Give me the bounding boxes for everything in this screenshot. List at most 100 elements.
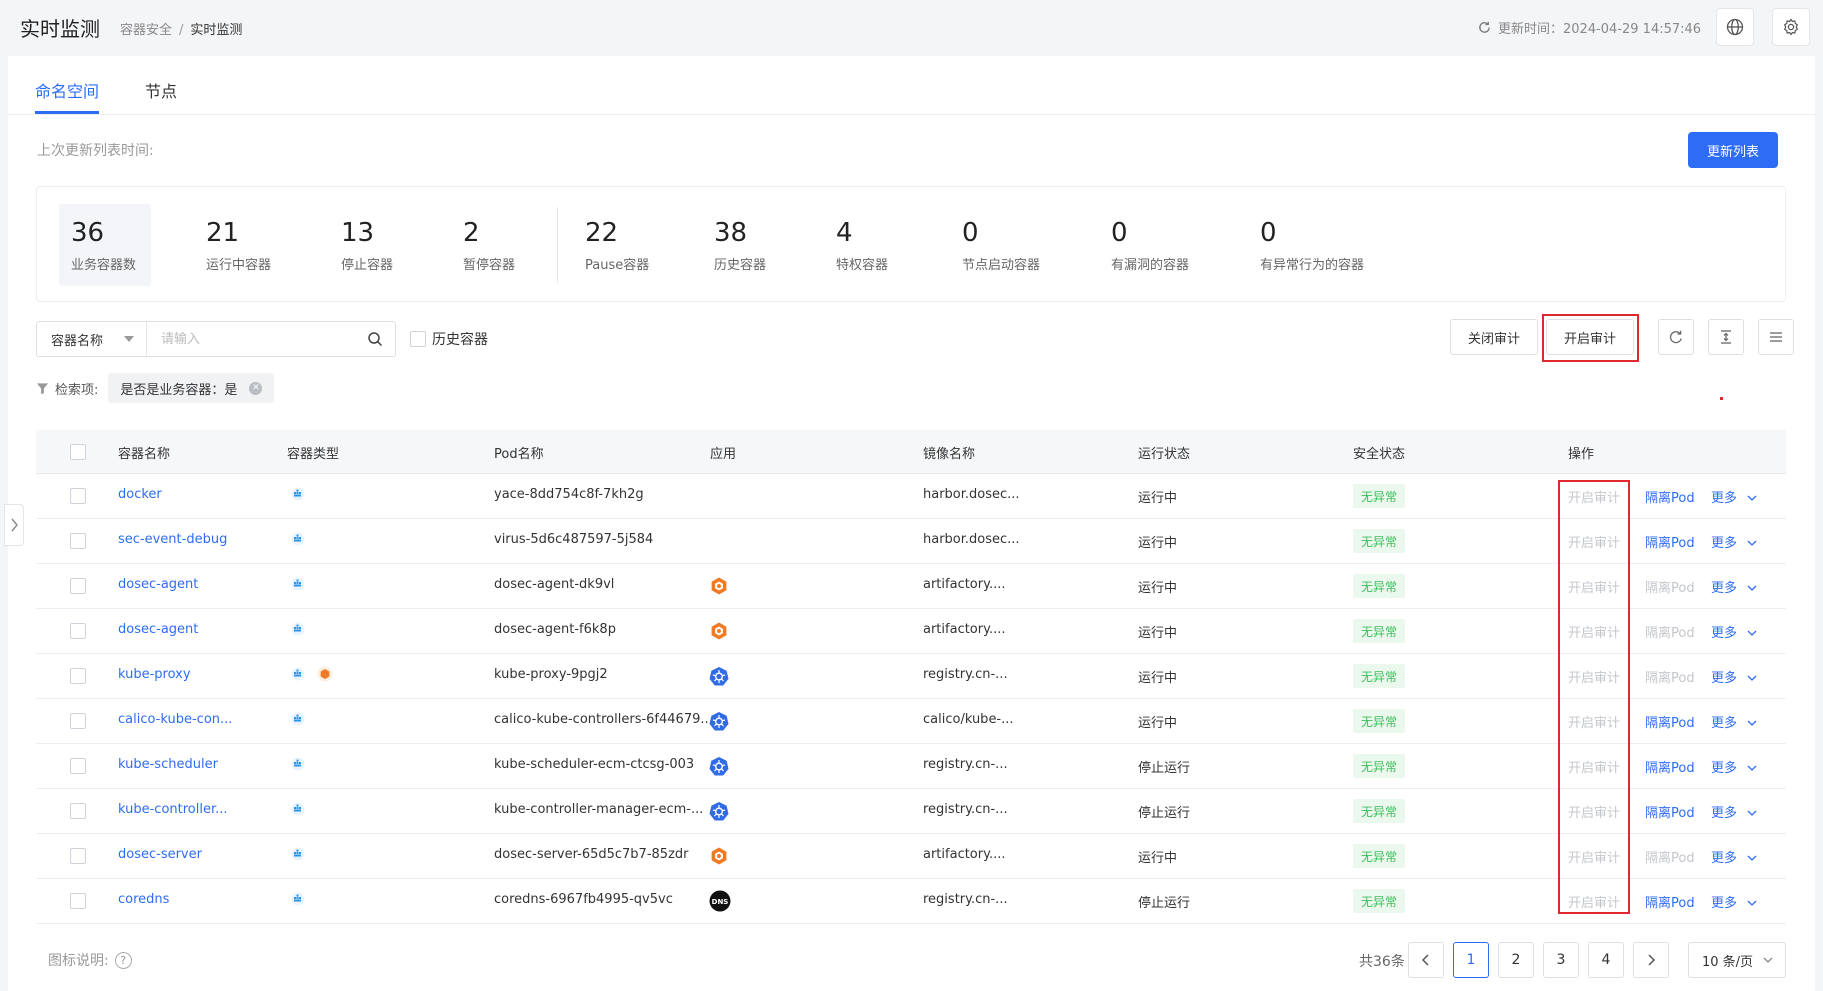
open-audit-action[interactable]: 开启审计 [1568,851,1621,866]
column-header-image-name[interactable]: 镜像名称 [923,447,976,462]
close-icon[interactable]: ✕ [249,381,263,395]
container-name-link[interactable]: dosec-agent [118,577,199,592]
page-size-select[interactable]: 10 条/页 [1688,942,1786,978]
more-actions-dropdown[interactable]: 更多 [1711,847,1757,866]
row-checkbox[interactable] [70,713,86,729]
table-row[interactable]: dosec-server dosec-server-65d5c7b7-85zdr… [36,834,1786,879]
container-name-link[interactable]: dosec-agent [118,622,199,637]
kubernetes-icon[interactable] [709,711,729,735]
open-audit-action[interactable]: 开启审计 [1568,671,1621,686]
stat-privileged-containers[interactable]: 4 特权容器 [836,218,889,273]
page-2-button[interactable]: 2 [1498,942,1534,978]
help-icon[interactable]: ? [114,951,132,969]
container-name-link[interactable]: kube-controller... [118,802,228,817]
search-icon[interactable] [367,331,383,347]
language-button[interactable] [1716,8,1754,46]
breadcrumb-item-container-security[interactable]: 容器安全 [120,23,173,38]
page-3-button[interactable]: 3 [1543,942,1579,978]
history-checkbox[interactable] [410,331,426,347]
table-row[interactable]: sec-event-debug virus-5d6c487597-5j584 h… [36,519,1786,564]
more-actions-dropdown[interactable]: 更多 [1711,487,1757,506]
isolate-pod-action[interactable]: 隔离Pod [1645,671,1695,686]
stat-abnormal-containers[interactable]: 0 有异常行为的容器 [1260,218,1365,273]
stat-running-containers[interactable]: 21 运行中容器 [206,218,272,273]
open-audit-action[interactable]: 开启审计 [1568,491,1621,506]
search-field-select[interactable]: 容器名称 [37,322,147,356]
row-checkbox[interactable] [70,803,86,819]
prev-page-button[interactable] [1408,942,1444,978]
container-name-link[interactable]: docker [118,487,162,502]
isolate-pod-action[interactable]: 隔离Pod [1645,761,1695,776]
row-checkbox[interactable] [70,668,86,684]
row-checkbox[interactable] [70,533,86,549]
more-actions-dropdown[interactable]: 更多 [1711,757,1757,776]
row-checkbox[interactable] [70,623,86,639]
table-row[interactable]: dosec-agent dosec-agent-dk9vl artifactor… [36,564,1786,609]
row-checkbox[interactable] [70,578,86,594]
more-actions-dropdown[interactable]: 更多 [1711,532,1757,551]
more-actions-dropdown[interactable]: 更多 [1711,892,1757,911]
row-checkbox[interactable] [70,893,86,909]
sidebar-expand-handle[interactable] [4,504,24,546]
open-audit-action[interactable]: 开启审计 [1568,761,1621,776]
isolate-pod-action[interactable]: 隔离Pod [1645,536,1695,551]
column-header-container-name[interactable]: 容器名称 [118,447,171,462]
reload-button[interactable] [1658,319,1694,355]
row-checkbox[interactable] [70,758,86,774]
isolate-pod-action[interactable]: 隔离Pod [1645,851,1695,866]
container-name-link[interactable]: dosec-server [118,847,202,862]
kubernetes-icon[interactable] [709,756,729,780]
close-audit-button[interactable]: 关闭审计 [1450,319,1538,355]
refresh-icon[interactable] [1477,20,1492,35]
open-audit-button[interactable]: 开启审计 [1546,319,1634,355]
stat-node-startup-containers[interactable]: 0 节点启动容器 [962,218,1041,273]
container-name-link[interactable]: kube-proxy [118,667,191,682]
container-name-link[interactable]: kube-scheduler [118,757,218,772]
more-actions-dropdown[interactable]: 更多 [1711,712,1757,731]
open-audit-action[interactable]: 开启审计 [1568,806,1621,821]
tab-node[interactable]: 节点 [145,82,178,101]
isolate-pod-action[interactable]: 隔离Pod [1645,491,1695,506]
more-actions-dropdown[interactable]: 更多 [1711,622,1757,641]
more-actions-dropdown[interactable]: 更多 [1711,802,1757,821]
history-container-toggle[interactable]: 历史容器 [410,329,488,349]
container-name-link[interactable]: calico-kube-con... [118,712,233,727]
kubernetes-icon[interactable] [709,801,729,825]
column-header-container-type[interactable]: 容器类型 [287,447,340,462]
update-list-button[interactable]: 更新列表 [1688,132,1778,168]
column-header-security-status[interactable]: 安全状态 [1353,447,1406,462]
table-row[interactable]: docker yace-8dd754c8f-7kh2g harbor.dosec… [36,474,1786,519]
daemonset-icon[interactable] [709,576,729,600]
table-row[interactable]: calico-kube-con... calico-kube-controlle… [36,699,1786,744]
open-audit-action[interactable]: 开启审计 [1568,626,1621,641]
table-row[interactable]: coredns coredns-6967fb4995-qv5vc DNS reg… [36,879,1786,924]
open-audit-action[interactable]: 开启审计 [1568,581,1621,596]
container-name-link[interactable]: coredns [118,892,170,907]
search-input[interactable] [161,328,351,350]
dns-icon[interactable]: DNS [709,890,731,916]
stat-history-containers[interactable]: 38 历史容器 [714,218,767,273]
more-actions-dropdown[interactable]: 更多 [1711,667,1757,686]
settings-button[interactable] [1772,8,1810,46]
container-name-link[interactable]: sec-event-debug [118,532,228,547]
open-audit-action[interactable]: 开启审计 [1568,716,1621,731]
table-row[interactable]: kube-scheduler kube-scheduler-ecm-ctcsg-… [36,744,1786,789]
daemonset-icon[interactable] [709,621,729,645]
row-checkbox[interactable] [70,848,86,864]
isolate-pod-action[interactable]: 隔离Pod [1645,896,1695,911]
more-actions-dropdown[interactable]: 更多 [1711,577,1757,596]
column-settings-button[interactable] [1758,319,1794,355]
next-page-button[interactable] [1633,942,1669,978]
column-header-run-status[interactable]: 运行状态 [1138,447,1191,462]
tab-namespace[interactable]: 命名空间 [35,82,100,101]
stat-paused-containers[interactable]: 2 暂停容器 [463,218,516,273]
row-checkbox[interactable] [70,488,86,504]
isolate-pod-action[interactable]: 隔离Pod [1645,581,1695,596]
isolate-pod-action[interactable]: 隔离Pod [1645,806,1695,821]
column-height-button[interactable] [1708,319,1744,355]
stat-business-containers[interactable]: 36 业务容器数 [59,204,151,286]
stat-pause-containers[interactable]: 22 Pause容器 [585,218,650,273]
open-audit-action[interactable]: 开启审计 [1568,896,1621,911]
open-audit-action[interactable]: 开启审计 [1568,536,1621,551]
table-row[interactable]: kube-controller... kube-controller-manag… [36,789,1786,834]
